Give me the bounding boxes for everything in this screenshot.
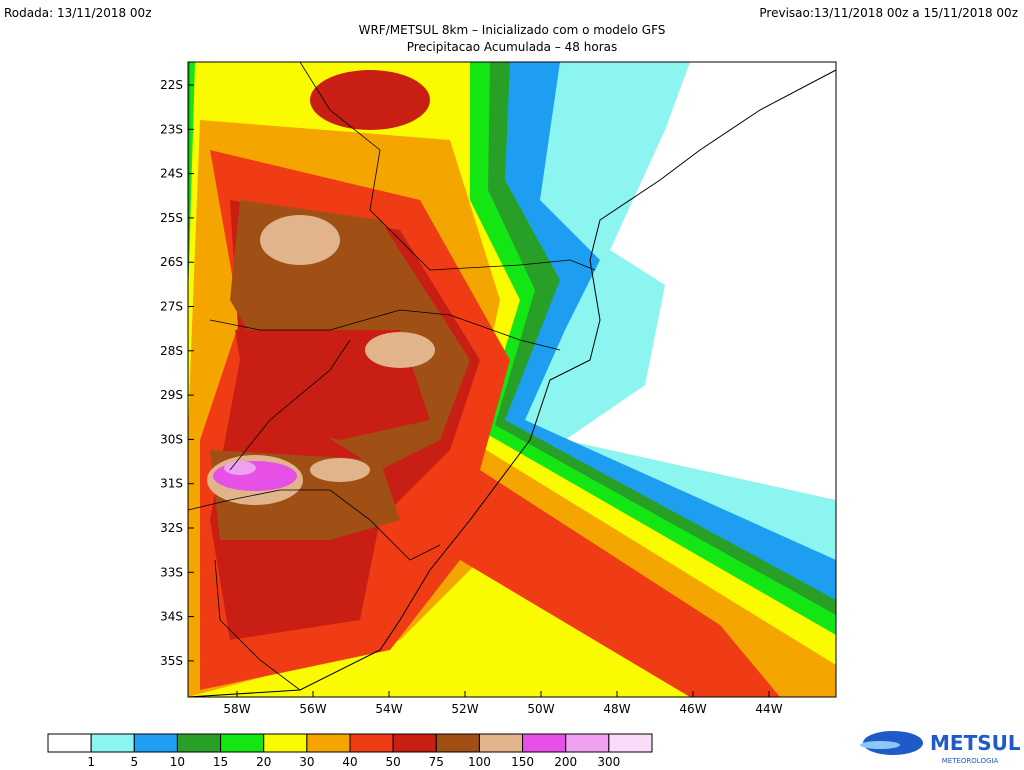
lat-label: 25S bbox=[160, 211, 183, 225]
axes: 22S 23S 24S 25S 26S 27S 28S 29S 30S 31S 32S 33S 34S 3… bbox=[160, 78, 783, 716]
legend-label: 20 bbox=[256, 755, 271, 769]
forecast-label: Previsao:13/11/2018 00z a 15/11/2018 00z bbox=[759, 6, 1018, 20]
logo-tagline: METEOROLOGIA bbox=[942, 757, 999, 765]
lat-label: 22S bbox=[160, 78, 183, 92]
lat-label: 29S bbox=[160, 388, 183, 402]
legend-label: 150 bbox=[511, 755, 534, 769]
legend-swatch bbox=[47, 733, 92, 753]
lat-label: 34S bbox=[160, 610, 183, 624]
legend-swatch bbox=[522, 733, 567, 753]
legend-label: 1 bbox=[87, 755, 95, 769]
legend-label: 10 bbox=[170, 755, 185, 769]
legend-swatch bbox=[349, 733, 394, 753]
legend-swatch bbox=[220, 733, 265, 753]
lon-label: 58W bbox=[223, 702, 250, 716]
legend-swatch bbox=[90, 733, 135, 753]
lon-label: 50W bbox=[527, 702, 554, 716]
precip-field bbox=[188, 62, 836, 697]
legend-label: 5 bbox=[130, 755, 138, 769]
legend-label: 75 bbox=[429, 755, 444, 769]
legend-label: 15 bbox=[213, 755, 228, 769]
legend-swatch bbox=[133, 733, 178, 753]
lon-label: 54W bbox=[375, 702, 402, 716]
legend-swatch bbox=[478, 733, 524, 753]
legend-swatch bbox=[435, 733, 480, 753]
title: WRF/METSUL 8km – Inicializado com o mode… bbox=[359, 23, 666, 37]
legend-swatch bbox=[176, 733, 222, 753]
run-label: Rodada: 13/11/2018 00z bbox=[4, 6, 152, 20]
legend-swatch bbox=[608, 733, 653, 753]
lat-label: 35S bbox=[160, 654, 183, 668]
legend-swatch bbox=[306, 733, 351, 753]
lon-label: 44W bbox=[755, 702, 782, 716]
legend-swatch bbox=[392, 733, 437, 753]
lon-label: 48W bbox=[603, 702, 630, 716]
legend-label: 40 bbox=[342, 755, 357, 769]
lon-label: 52W bbox=[451, 702, 478, 716]
legend-label: 50 bbox=[386, 755, 401, 769]
lat-label: 26S bbox=[160, 255, 183, 269]
lat-label: 32S bbox=[160, 521, 183, 535]
subtitle: Precipitacao Acumulada – 48 horas bbox=[407, 40, 617, 54]
legend-label: 100 bbox=[468, 755, 491, 769]
legend-label: 300 bbox=[597, 755, 620, 769]
lat-label: 28S bbox=[160, 344, 183, 358]
legend: 1 5 10 15 20 30 40 50 75 100 150 200 300 bbox=[47, 733, 653, 769]
legend-swatch bbox=[565, 733, 610, 753]
lat-label: 23S bbox=[160, 122, 183, 136]
lat-label: 24S bbox=[160, 167, 183, 181]
lat-label: 33S bbox=[160, 565, 183, 579]
map-frame bbox=[187, 61, 837, 698]
legend-swatch bbox=[263, 733, 308, 753]
lat-label: 31S bbox=[160, 477, 183, 491]
lon-label: 46W bbox=[679, 702, 706, 716]
legend-label: 200 bbox=[554, 755, 577, 769]
lat-label: 27S bbox=[160, 300, 183, 314]
logo-name: METSUL bbox=[930, 731, 1021, 755]
lon-label: 56W bbox=[299, 702, 326, 716]
logo: METSUL METEOROLOGIA bbox=[860, 731, 1021, 765]
lat-label: 30S bbox=[160, 432, 183, 446]
legend-label: 30 bbox=[299, 755, 314, 769]
